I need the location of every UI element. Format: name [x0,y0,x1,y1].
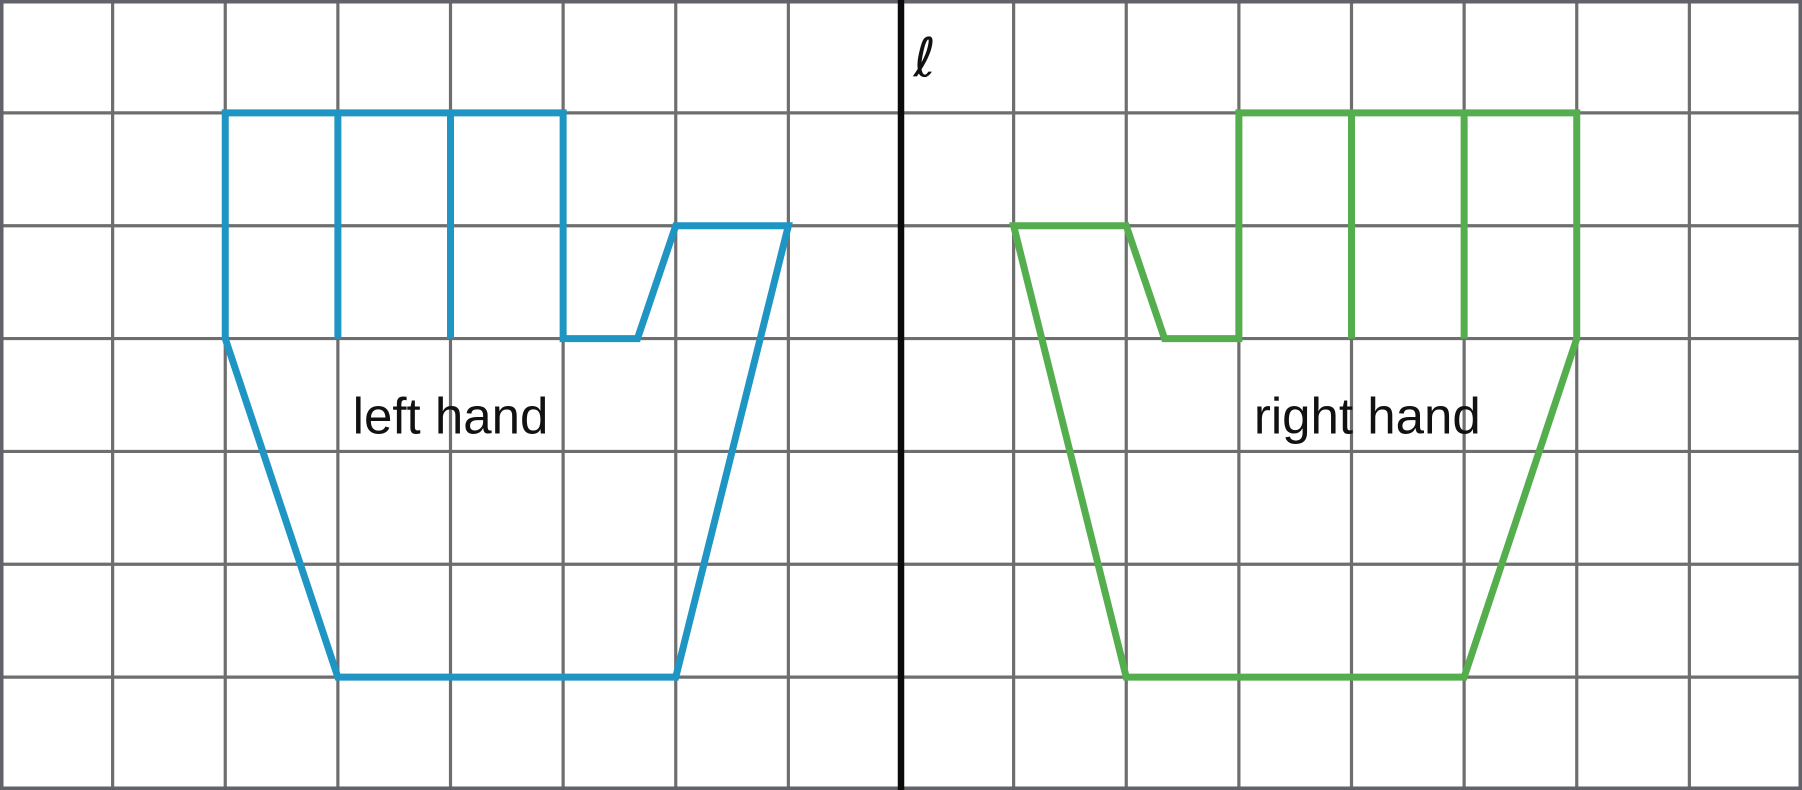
right-hand-outline [1009,109,1581,681]
right-hand-label: right hand [1254,387,1481,444]
mirror-line-label: ℓ [912,27,935,90]
left-hand-outline [221,109,793,681]
left-hand-label: left hand [353,387,549,444]
